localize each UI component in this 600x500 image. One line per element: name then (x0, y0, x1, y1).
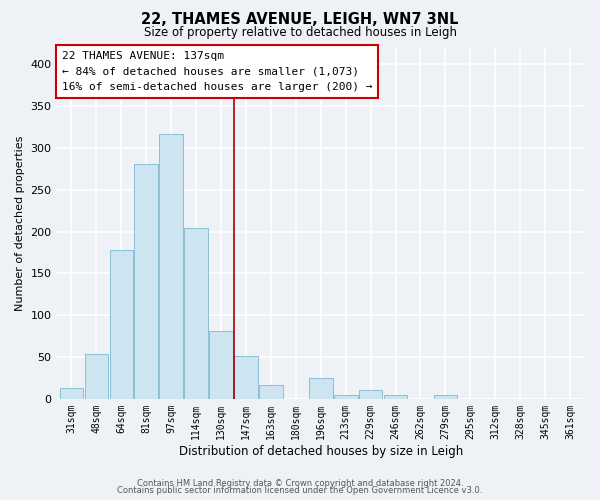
Bar (359, 390, 382, 399)
Bar (110, 250, 133, 399)
Bar (259, 386, 283, 399)
Bar (59, 388, 83, 399)
Bar (384, 394, 407, 399)
Bar (184, 228, 208, 399)
Text: 22, THAMES AVENUE, LEIGH, WN7 3NL: 22, THAMES AVENUE, LEIGH, WN7 3NL (141, 12, 459, 28)
Bar (234, 356, 258, 399)
Text: 22 THAMES AVENUE: 137sqm
← 84% of detached houses are smaller (1,073)
16% of sem: 22 THAMES AVENUE: 137sqm ← 84% of detach… (62, 51, 373, 92)
Text: Contains HM Land Registry data © Crown copyright and database right 2024.: Contains HM Land Registry data © Crown c… (137, 478, 463, 488)
Y-axis label: Number of detached properties: Number of detached properties (15, 136, 25, 311)
Text: Contains public sector information licensed under the Open Government Licence v3: Contains public sector information licen… (118, 486, 482, 495)
Bar (160, 134, 183, 399)
X-axis label: Distribution of detached houses by size in Leigh: Distribution of detached houses by size … (179, 444, 463, 458)
Bar (309, 378, 332, 399)
Bar (434, 394, 457, 399)
Bar (209, 331, 233, 399)
Bar (134, 164, 158, 399)
Bar (334, 394, 358, 399)
Bar (85, 354, 108, 399)
Text: Size of property relative to detached houses in Leigh: Size of property relative to detached ho… (143, 26, 457, 39)
